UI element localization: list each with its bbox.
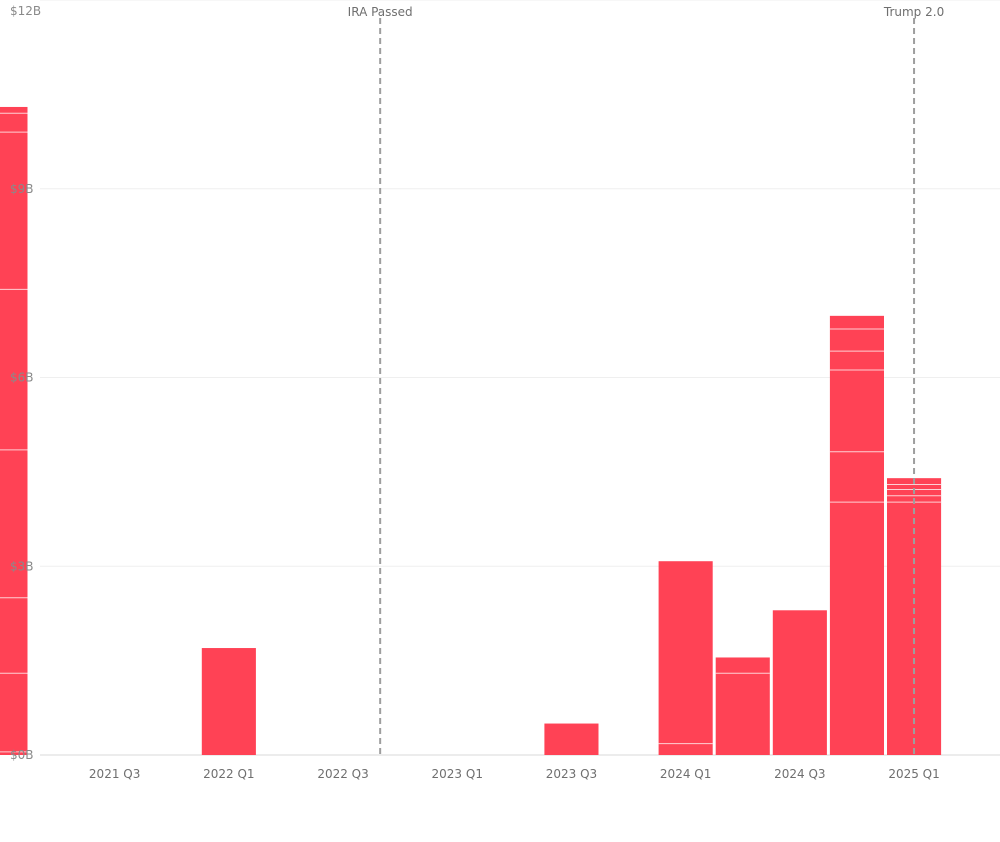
bar xyxy=(772,610,827,755)
bar xyxy=(544,723,599,755)
y-tick-label: $12B xyxy=(10,4,41,18)
event-marker-label: IRA Passed xyxy=(348,5,413,19)
x-tick-label: 2025 Q1 xyxy=(888,767,939,781)
bars xyxy=(0,106,942,756)
y-tick-label: $3B xyxy=(10,559,34,573)
y-tick-label: $6B xyxy=(10,371,34,385)
y-axis-ticks: $0B $3B $6B $9B $12B xyxy=(10,4,41,762)
x-tick-label: 2022 Q1 xyxy=(203,767,254,781)
x-tick-label: 2024 Q3 xyxy=(774,767,825,781)
bar xyxy=(715,657,770,755)
bar xyxy=(0,106,28,756)
x-tick-label: 2023 Q1 xyxy=(432,767,483,781)
x-axis-ticks: 2021 Q3 2022 Q1 2022 Q3 2023 Q1 2023 Q3 2024 … xyxy=(89,767,940,781)
x-tick-label: 2024 Q1 xyxy=(660,767,711,781)
x-tick-label: 2022 Q3 xyxy=(317,767,368,781)
x-tick-label: 2021 Q3 xyxy=(89,767,140,781)
event-marker-label: Trump 2.0 xyxy=(883,5,944,19)
event-markers: IRA Passed Trump 2.0 xyxy=(348,5,944,755)
bar xyxy=(829,315,884,755)
bar xyxy=(658,561,713,755)
x-tick-label: 2023 Q3 xyxy=(546,767,597,781)
y-tick-label: $9B xyxy=(10,182,34,196)
bar xyxy=(201,648,256,755)
y-tick-label: $0B xyxy=(10,748,34,762)
